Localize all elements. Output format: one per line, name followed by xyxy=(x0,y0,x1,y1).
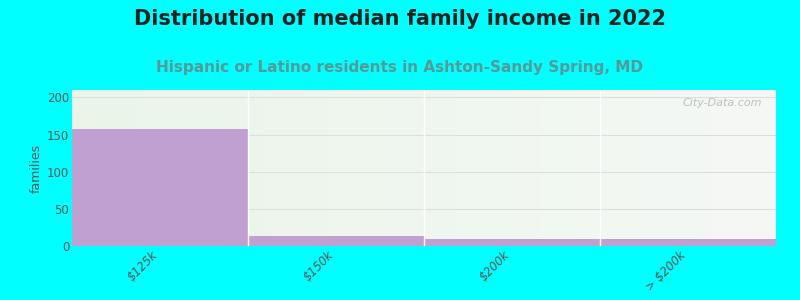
Y-axis label: families: families xyxy=(30,143,43,193)
Bar xyxy=(248,236,424,246)
Bar xyxy=(424,239,600,246)
Bar xyxy=(600,239,776,246)
Bar xyxy=(72,129,248,246)
Text: Hispanic or Latino residents in Ashton-Sandy Spring, MD: Hispanic or Latino residents in Ashton-S… xyxy=(157,60,643,75)
Text: City-Data.com: City-Data.com xyxy=(682,98,762,108)
Text: Distribution of median family income in 2022: Distribution of median family income in … xyxy=(134,9,666,29)
